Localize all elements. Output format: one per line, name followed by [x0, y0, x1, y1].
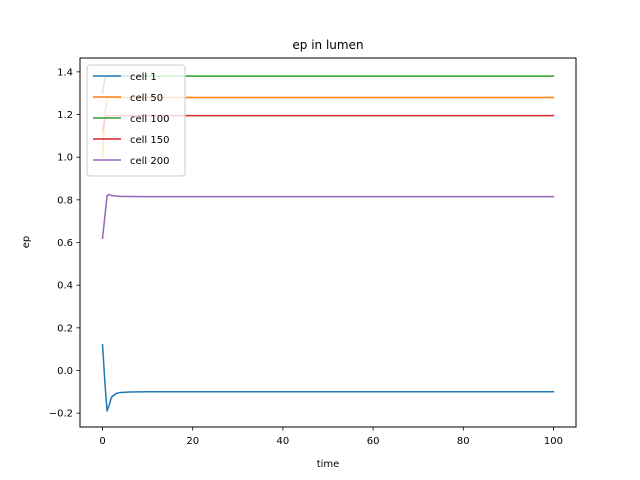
y-tick-label: 1.2: [57, 110, 73, 121]
y-tick-label: 0.0: [57, 366, 73, 377]
series-line-cell-1: [101, 344, 555, 412]
legend-label: cell 50: [130, 93, 163, 104]
chart-title: ep in lumen: [292, 38, 363, 52]
y-axis-ticks: −0.2 0.0 0.2 0.4 0.6 0.8 1.0 1.2 1.4: [49, 67, 80, 420]
x-tick-label: 60: [367, 436, 380, 447]
x-tick-label: 80: [457, 436, 470, 447]
x-axis-ticks: 0 20 40 60 80 100: [99, 427, 563, 447]
legend-label: cell 1: [130, 72, 157, 83]
legend-label: cell 200: [130, 156, 169, 167]
y-tick-label: 0.6: [57, 238, 73, 249]
y-tick-label: 1.4: [57, 67, 73, 78]
x-tick-label: 20: [186, 436, 199, 447]
x-tick-label: 40: [277, 436, 290, 447]
x-axis-label: time: [317, 459, 340, 470]
y-axis-label: ep: [21, 236, 32, 249]
x-tick-label: 100: [544, 436, 563, 447]
y-tick-label: 1.0: [57, 153, 73, 164]
legend-label: cell 100: [130, 114, 169, 125]
legend-label: cell 150: [130, 135, 169, 146]
x-tick-label: 0: [99, 436, 105, 447]
y-tick-label: 0.2: [57, 323, 73, 334]
series-line-cell-200: [101, 193, 555, 240]
y-tick-label: 0.4: [57, 281, 73, 292]
y-tick-label: −0.2: [49, 409, 73, 420]
y-tick-label: 0.8: [57, 195, 73, 206]
legend: cell 1 cell 50 cell 100 cell 150 cell 200: [86, 64, 186, 177]
legend-box: [86, 64, 186, 177]
